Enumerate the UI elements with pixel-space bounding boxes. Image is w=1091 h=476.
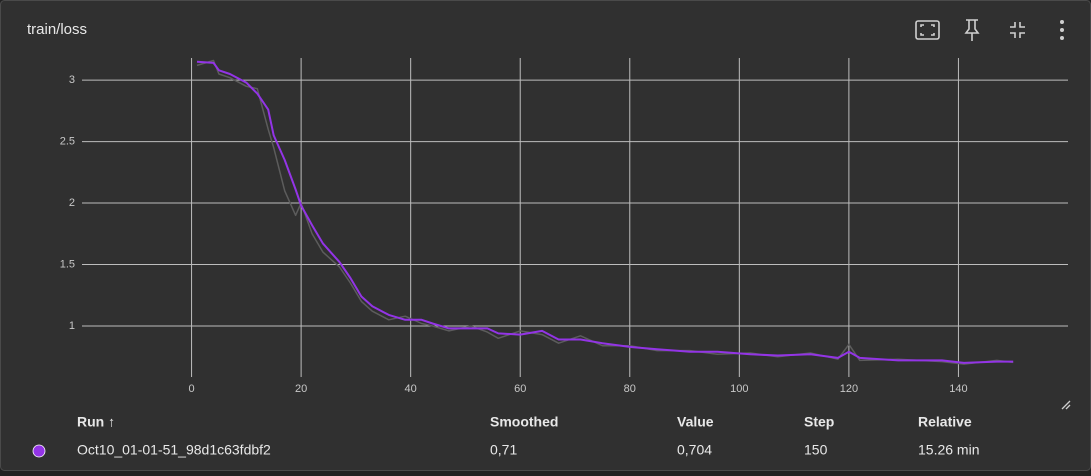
column-header: Smoothed	[490, 414, 558, 430]
x-tick-label: 120	[840, 383, 858, 395]
cell: 0,704	[677, 442, 712, 458]
y-tick-label: 2	[69, 197, 75, 209]
collapse-button[interactable]	[1010, 22, 1025, 38]
x-tick-label: 40	[405, 383, 417, 395]
fit-domain-button[interactable]	[915, 20, 940, 40]
pin-button[interactable]	[964, 19, 980, 41]
column-header: Step	[804, 414, 834, 430]
more-button[interactable]	[1060, 20, 1064, 40]
x-tick-label: 140	[949, 383, 967, 395]
y-tick-label: 1.5	[60, 258, 75, 270]
column-header[interactable]: Run ↑	[77, 414, 115, 430]
y-tick-label: 3	[69, 74, 75, 86]
series-line	[196, 60, 1014, 364]
y-tick-label: 1	[69, 320, 75, 332]
card-title: train/loss	[27, 21, 87, 38]
y-tick-label: 2.5	[60, 135, 75, 147]
run-name: Oct10_01-01-51_98d1c63fdbf2	[77, 442, 271, 458]
cell: 0,71	[490, 442, 517, 458]
x-tick-label: 100	[730, 383, 748, 395]
x-tick-label: 20	[295, 383, 307, 395]
cell: 150	[804, 442, 828, 458]
x-tick-label: 80	[624, 383, 636, 395]
resize-handle[interactable]	[1061, 400, 1071, 410]
toolbar	[915, 19, 1064, 41]
column-header: Relative	[918, 414, 972, 430]
x-tick-label: 60	[514, 383, 526, 395]
run-color[interactable]	[32, 444, 46, 458]
plot: 1 1.5 2 2.5 3 0 20 40 60 80 100 120 140	[60, 58, 1068, 395]
cell: 15.26 min	[918, 442, 979, 458]
x-tick-label: 0	[188, 383, 194, 395]
column-header: Value	[677, 414, 714, 430]
